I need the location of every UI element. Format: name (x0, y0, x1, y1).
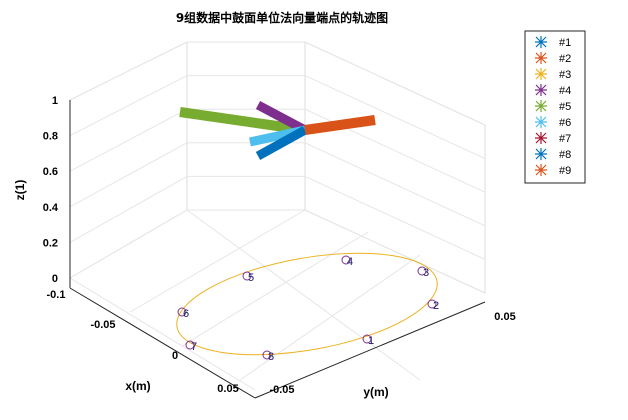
trajectory-point-label: 4 (347, 256, 353, 268)
normal-vector-bundle (255, 126, 308, 160)
trajectory-marker (417, 266, 427, 276)
x-tick-label: -0.05 (90, 319, 115, 331)
z-tick-label: 1 (52, 95, 58, 107)
legend: #1 #2 #3 #4 #5 #6 #7 #8 #9 (524, 30, 586, 184)
trajectory-marker (362, 334, 372, 344)
legend-marker (535, 164, 547, 176)
legend-entry: #6 (535, 116, 571, 129)
trajectory-marker (427, 299, 437, 309)
trajectory-point-label: 7 (191, 341, 197, 353)
legend-entry: #4 (535, 84, 571, 97)
normal-vector-bundle (304, 115, 376, 135)
legend-label: #7 (559, 133, 571, 145)
legend-entry: #8 (535, 148, 571, 161)
legend-entry: #5 (535, 100, 571, 113)
legend-label: #3 (559, 69, 571, 81)
normal-vector-bundle (255, 101, 308, 134)
trajectory-marker (177, 307, 187, 317)
legend-marker (535, 36, 547, 48)
trajectory-point-label: 3 (423, 267, 429, 279)
legend-label: #9 (559, 165, 571, 177)
axes-grid (69, 41, 486, 391)
trajectory-circle (176, 252, 438, 356)
y-tick-label: 0.05 (494, 311, 515, 323)
trajectory-point-label: 1 (368, 335, 374, 347)
z-tick-label: 0.4 (43, 202, 59, 214)
legend-marker (535, 116, 547, 128)
z-tick-label: 0 (52, 273, 58, 285)
axes-lines (69, 100, 486, 399)
y-tick-label: -0.05 (269, 384, 294, 396)
normal-vector-bundle (179, 107, 306, 135)
trajectory-point-label: 6 (183, 308, 189, 320)
legend-label: #2 (559, 53, 571, 65)
legend-marker (535, 148, 547, 160)
z-tick-label: 0.8 (43, 131, 58, 143)
legend-box (524, 30, 586, 184)
legend-label: #5 (559, 101, 571, 113)
trajectory-point-label: 5 (248, 272, 254, 284)
legend-marker (535, 84, 547, 96)
legend-label: #1 (559, 37, 571, 49)
legend-label: #4 (559, 85, 571, 97)
legend-entry: #3 (535, 68, 571, 81)
legend-marker (535, 100, 547, 112)
legend-entry: #1 (535, 36, 571, 49)
x-axis-label: x(m) (125, 379, 150, 393)
chart-title: 9组数据中鼓面单位法向量端点的轨迹图 (176, 10, 388, 25)
x-tick-label: 0 (172, 350, 178, 362)
trajectory-marker (262, 350, 272, 360)
legend-entry: #9 (535, 164, 571, 177)
legend-label: #8 (559, 149, 571, 161)
trajectory-marker (341, 255, 351, 265)
trajectory-marker (242, 271, 252, 281)
normal-vector-bundles (179, 101, 376, 160)
trajectory-point-label: 8 (268, 351, 274, 363)
trajectory-point-label: 2 (433, 300, 439, 312)
legend-marker (535, 132, 547, 144)
y-tick-labels: -0.05 0.05 (269, 311, 515, 396)
legend-marker (535, 68, 547, 80)
trajectory-markers: 1 2 3 4 5 6 7 8 (177, 255, 439, 363)
y-axis-label: y(m) (363, 385, 388, 399)
x-tick-labels: -0.1 -0.05 0 0.05 (47, 289, 239, 395)
z-tick-label: 0.6 (43, 166, 58, 178)
x-tick-label: 0.05 (217, 383, 238, 395)
z-axis-label: z(1) (13, 180, 27, 201)
legend-label: #6 (559, 117, 571, 129)
legend-marker (535, 52, 547, 64)
trajectory-marker (185, 340, 195, 350)
legend-entry: #7 (535, 132, 571, 145)
legend-entry: #2 (535, 52, 571, 65)
z-tick-labels: 0 0.2 0.4 0.6 0.8 1 (43, 95, 59, 285)
z-tick-label: 0.2 (43, 237, 58, 249)
x-tick-label: -0.1 (47, 289, 66, 301)
